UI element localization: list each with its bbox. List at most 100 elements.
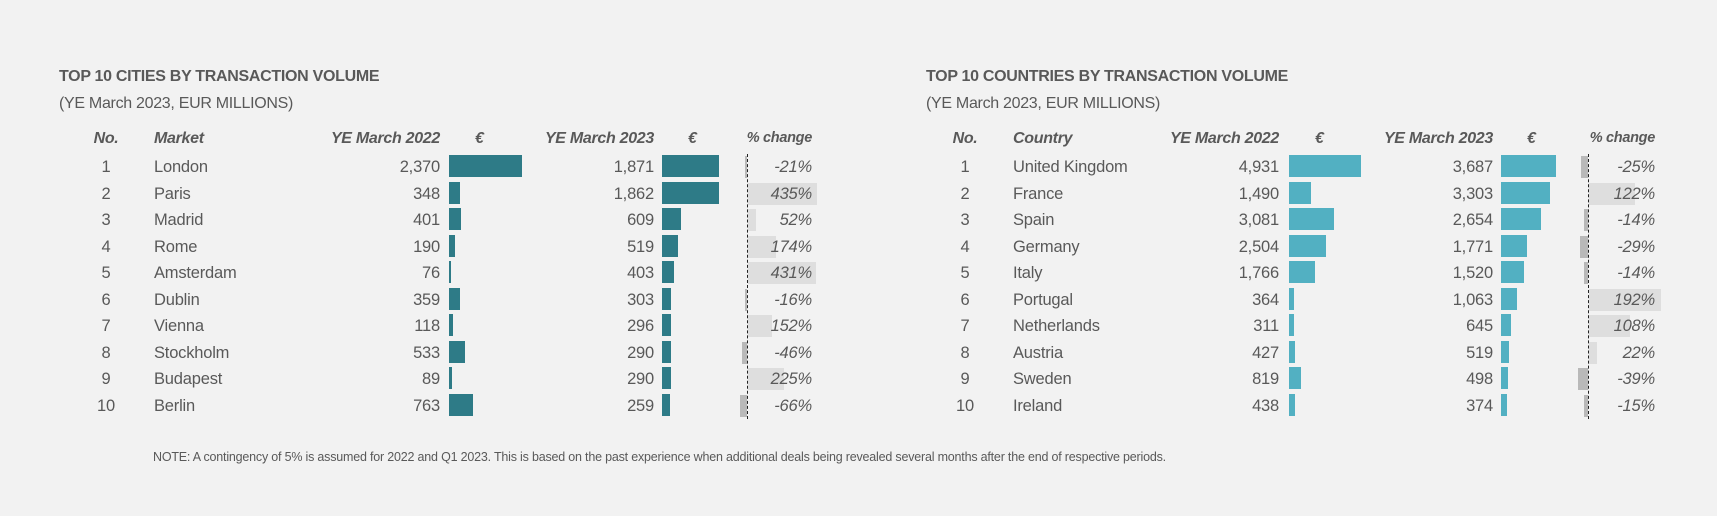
row-pct-change: -14% [1617, 211, 1655, 229]
bar-2023 [1501, 234, 1528, 257]
row-value-2023: 374 [1466, 396, 1493, 415]
row-value-2022: 427 [1252, 343, 1279, 362]
row-value-2022: 2,370 [399, 158, 440, 176]
pct-change-bar [1581, 156, 1588, 178]
pct-change-bar [748, 182, 817, 205]
row-name: Stockholm [154, 343, 230, 362]
row-pct-change: 174% [770, 237, 813, 256]
bar-2023 [662, 208, 681, 230]
row-name: Austria [1013, 343, 1063, 362]
row-value-2022: 819 [1252, 370, 1279, 388]
pct-change-bar [748, 262, 817, 284]
row-value-2022: 533 [413, 343, 440, 362]
row-pct-change: -25% [1617, 158, 1655, 176]
row-name: Budapest [154, 370, 223, 388]
row-value-2023: 519 [1466, 343, 1493, 362]
bar-2022 [1289, 314, 1294, 336]
bar-2022 [449, 314, 453, 336]
pct-change-bar [748, 315, 773, 337]
bar-2023 [662, 155, 719, 177]
row-pct-change: -16% [774, 290, 812, 309]
header-name: Country [1013, 130, 1073, 147]
row-value-2023: 1,063 [1452, 290, 1493, 309]
row-pct-change: 152% [770, 317, 813, 335]
row-rank: 3 [101, 211, 111, 229]
row-pct-change: 225% [770, 370, 813, 388]
row-rank: 8 [960, 343, 970, 362]
cities-title: TOP 10 CITIES BY TRANSACTION VOLUME [59, 68, 380, 85]
row-rank: 7 [960, 317, 970, 335]
pct-change-bar [745, 288, 747, 311]
row-value-2023: 519 [627, 237, 654, 256]
row-rank: 6 [101, 290, 111, 309]
cities-subtitle: (YE March 2023, EUR MILLIONS) [59, 95, 294, 112]
row-pct-change: 108% [1613, 317, 1656, 335]
pct-change-bar [741, 341, 747, 364]
row-value-2022: 364 [1252, 290, 1279, 309]
row-rank: 10 [956, 396, 974, 415]
bar-2022 [449, 155, 522, 177]
pct-change-bar [748, 235, 776, 258]
bar-2023 [1501, 155, 1556, 177]
bar-2022 [1289, 208, 1334, 230]
pct-change-bar [1589, 341, 1598, 364]
pct-change-bar [1584, 394, 1588, 417]
pct-change-bar [1589, 182, 1635, 205]
row-pct-change: 52% [779, 211, 813, 229]
row-name: London [154, 158, 208, 176]
row-rank: 5 [101, 264, 111, 282]
row-value-2023: 3,687 [1452, 158, 1493, 176]
bar-2022 [1289, 181, 1311, 204]
row-name: France [1013, 184, 1064, 203]
pct-change-bar [1589, 288, 1661, 311]
pct-change-bar [1580, 235, 1588, 258]
row-value-2022: 76 [422, 264, 440, 282]
row-value-2023: 403 [627, 264, 654, 282]
row-value-2023: 296 [627, 317, 654, 335]
bar-2023 [662, 234, 678, 257]
row-value-2022: 89 [422, 370, 440, 388]
bar-2023 [662, 340, 671, 363]
pct-change-bar [1584, 209, 1588, 231]
row-name: Amsterdam [154, 264, 237, 282]
row-rank: 7 [101, 317, 111, 335]
bar-2022 [1289, 340, 1296, 363]
row-pct-change: -14% [1617, 264, 1655, 282]
row-pct-change: 431% [770, 264, 813, 282]
header-name: Market [154, 130, 204, 147]
row-rank: 2 [101, 184, 111, 203]
row-value-2022: 401 [413, 211, 440, 229]
row-value-2023: 290 [627, 343, 654, 362]
row-name: Sweden [1013, 370, 1072, 388]
row-pct-change: -21% [774, 158, 812, 176]
row-value-2022: 311 [1253, 317, 1279, 335]
row-rank: 8 [101, 343, 111, 362]
row-value-2022: 763 [413, 396, 440, 415]
pct-zero-line [1588, 154, 1589, 419]
header-euro-2023: € [688, 130, 697, 147]
row-value-2023: 609 [627, 211, 654, 229]
bar-2022 [449, 234, 455, 257]
row-value-2022: 348 [413, 184, 440, 203]
header-pct-change: % change [1589, 130, 1656, 146]
bar-2023 [662, 261, 675, 283]
row-value-2023: 1,862 [613, 184, 654, 203]
header-ye-2023: YE March 2023 [1383, 130, 1493, 147]
row-name: Dublin [154, 290, 200, 309]
bar-2023 [1501, 287, 1517, 310]
row-value-2023: 2,654 [1452, 211, 1493, 229]
row-rank: 10 [97, 396, 115, 415]
header-euro-2022: € [1315, 130, 1324, 147]
row-value-2023: 290 [627, 370, 654, 388]
row-rank: 3 [960, 211, 970, 229]
header-ye-2023: YE March 2023 [544, 130, 654, 147]
row-name: Netherlands [1013, 317, 1100, 335]
row-name: Italy [1013, 264, 1043, 282]
row-pct-change: 122% [1613, 184, 1656, 203]
bar-2022 [1289, 261, 1315, 283]
header-no: No. [952, 130, 978, 147]
header-no: No. [93, 130, 119, 147]
row-rank: 1 [960, 158, 970, 176]
row-rank: 2 [960, 184, 970, 203]
header-euro-2022: € [475, 130, 484, 147]
